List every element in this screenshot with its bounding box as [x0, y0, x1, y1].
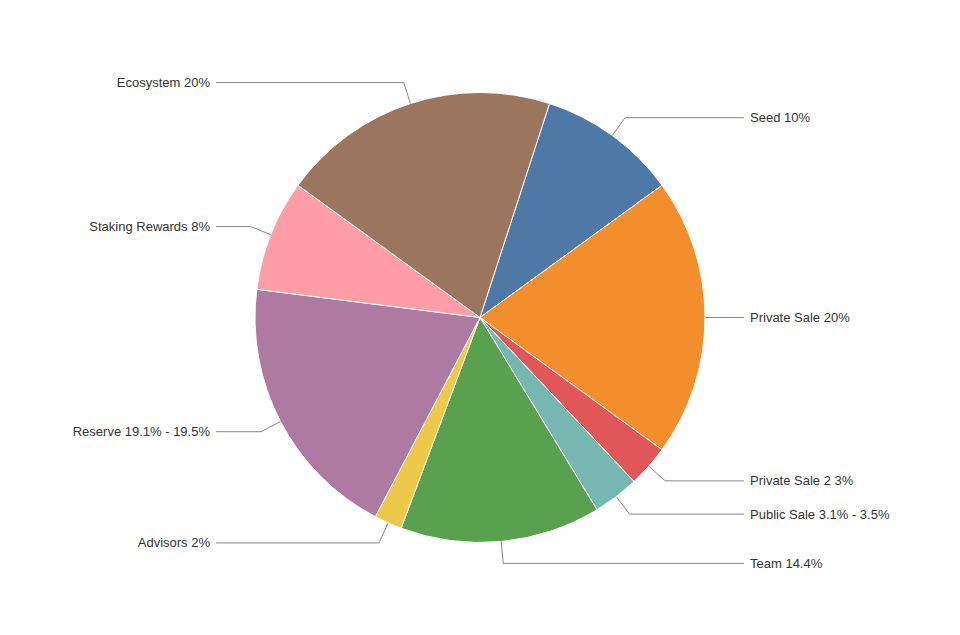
slice-label: Ecosystem 20% [117, 75, 211, 90]
leader-line [616, 497, 744, 515]
leader-line [705, 317, 744, 318]
leader-line [216, 422, 280, 432]
leader-line [649, 466, 744, 481]
slice-label: Team 14.4% [750, 556, 823, 571]
leader-line [216, 83, 410, 104]
slice-label: Seed 10% [750, 110, 810, 125]
slice-label: Advisors 2% [138, 535, 211, 550]
pie: Seed 10% Private Sale 20% Private Sale 2 3… [73, 75, 890, 571]
leader-line [612, 118, 744, 136]
slice-label: Public Sale 3.1% - 3.5% [750, 507, 890, 522]
slice-label: Private Sale 2 3% [750, 473, 854, 488]
slice [298, 92, 550, 317]
slice-label: Staking Rewards 8% [89, 219, 210, 234]
slice-label: Private Sale 20% [750, 310, 850, 325]
leader-line [216, 523, 388, 543]
slices [255, 92, 705, 542]
leader-line [501, 542, 744, 564]
chart-svg: Seed 10% Private Sale 20% Private Sale 2 3… [0, 0, 960, 635]
leader-line [216, 227, 271, 235]
slice-label: Reserve 19.1% - 19.5% [73, 424, 211, 439]
labels: Seed 10% Private Sale 20% Private Sale 2 3… [73, 75, 890, 571]
slice [255, 289, 480, 516]
